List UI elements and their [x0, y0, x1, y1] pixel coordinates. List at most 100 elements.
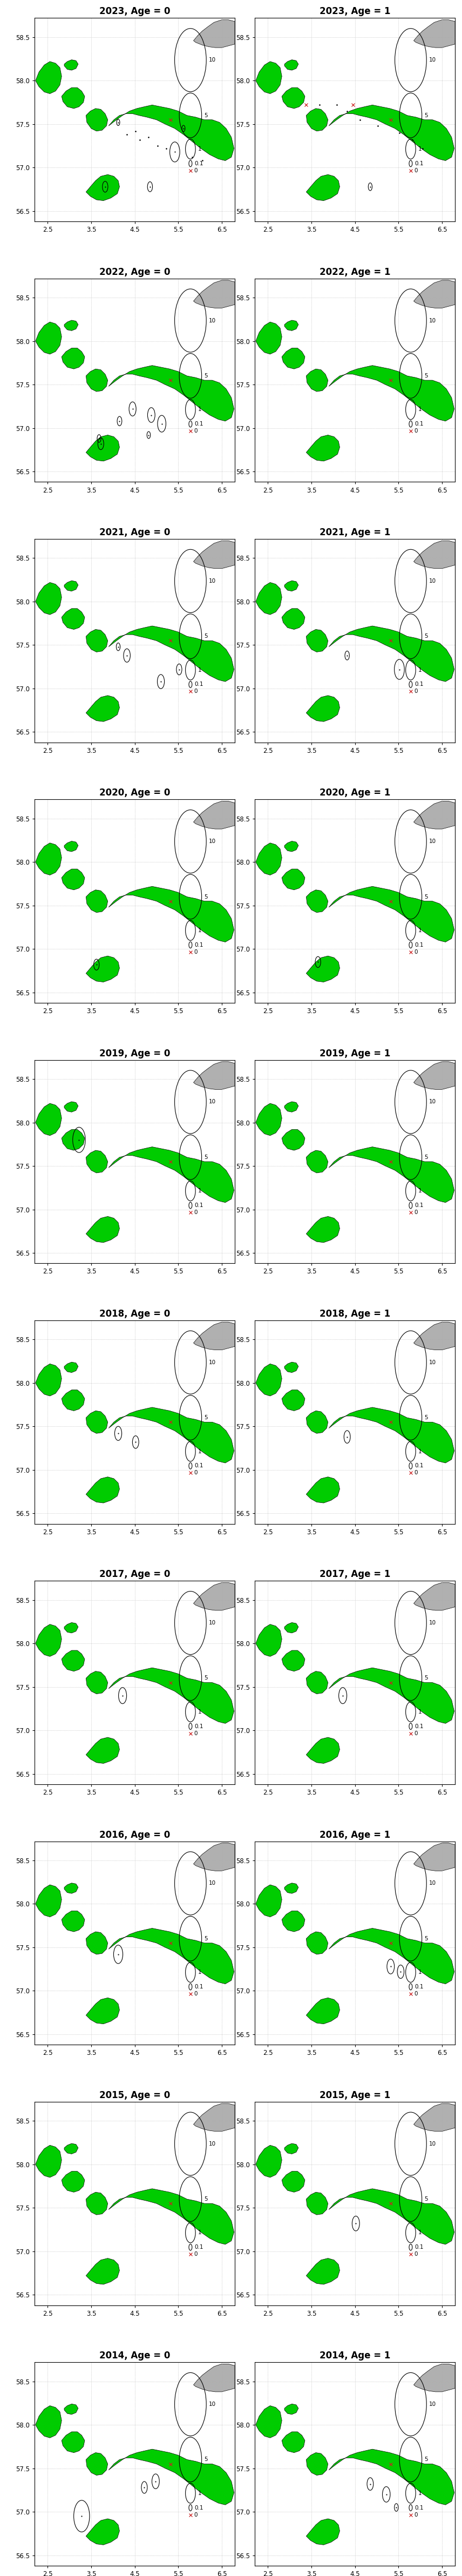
- Text: 10: 10: [429, 1880, 436, 1886]
- Polygon shape: [61, 868, 85, 889]
- Polygon shape: [282, 1911, 305, 1932]
- Text: 5: 5: [204, 1937, 208, 1942]
- Polygon shape: [64, 319, 78, 330]
- Text: 10: 10: [209, 1360, 216, 1365]
- Text: 10: 10: [429, 1620, 436, 1625]
- Polygon shape: [256, 1625, 282, 1656]
- Text: 0: 0: [194, 2251, 197, 2257]
- Text: 5: 5: [425, 374, 428, 379]
- Text: 1: 1: [418, 2491, 422, 2496]
- Polygon shape: [194, 21, 235, 46]
- Text: 1: 1: [418, 1448, 422, 1453]
- Text: 1: 1: [198, 1448, 201, 1453]
- Text: 5: 5: [425, 1154, 428, 1159]
- Title: 2022, Age = 0: 2022, Age = 0: [99, 268, 170, 276]
- Text: 0: 0: [194, 167, 197, 173]
- Polygon shape: [194, 541, 235, 569]
- Polygon shape: [306, 1216, 340, 1242]
- Polygon shape: [86, 1736, 120, 1765]
- Title: 2017, Age = 0: 2017, Age = 0: [99, 1569, 170, 1579]
- Polygon shape: [36, 1103, 61, 1136]
- Polygon shape: [414, 1061, 455, 1090]
- Polygon shape: [194, 2105, 235, 2130]
- Title: 2020, Age = 1: 2020, Age = 1: [320, 788, 390, 799]
- Text: 5: 5: [204, 374, 208, 379]
- Polygon shape: [61, 608, 85, 629]
- Polygon shape: [61, 88, 85, 108]
- Text: 0: 0: [414, 167, 418, 173]
- Polygon shape: [256, 62, 282, 93]
- Polygon shape: [109, 2190, 234, 2244]
- Polygon shape: [306, 2519, 340, 2545]
- Text: 10: 10: [429, 57, 436, 62]
- Polygon shape: [329, 366, 454, 420]
- Polygon shape: [306, 1476, 340, 1502]
- Polygon shape: [306, 629, 328, 652]
- Text: 0: 0: [194, 1211, 197, 1216]
- Polygon shape: [86, 2192, 108, 2215]
- Text: 0: 0: [414, 1211, 418, 1216]
- Text: 0: 0: [194, 951, 197, 956]
- Text: 10: 10: [429, 2401, 436, 2406]
- Polygon shape: [109, 106, 234, 160]
- Text: 0.1: 0.1: [415, 1984, 424, 1989]
- Text: 0.1: 0.1: [415, 1723, 424, 1728]
- Text: 1: 1: [418, 927, 422, 933]
- Text: 0: 0: [414, 1471, 418, 1476]
- Text: 5: 5: [425, 1674, 428, 1682]
- Text: 1: 1: [418, 1188, 422, 1193]
- Polygon shape: [86, 368, 108, 392]
- Polygon shape: [194, 1321, 235, 1350]
- Polygon shape: [256, 2146, 282, 2177]
- Polygon shape: [36, 1363, 61, 1396]
- Polygon shape: [61, 1911, 85, 1932]
- Text: 1: 1: [198, 407, 201, 412]
- Polygon shape: [86, 1672, 108, 1695]
- Text: 0: 0: [414, 951, 418, 956]
- Text: 0: 0: [194, 688, 197, 693]
- Polygon shape: [86, 2259, 120, 2285]
- Polygon shape: [64, 1623, 78, 1633]
- Polygon shape: [285, 59, 298, 70]
- Polygon shape: [282, 88, 305, 108]
- Polygon shape: [414, 2365, 455, 2391]
- Polygon shape: [256, 582, 282, 616]
- Polygon shape: [285, 580, 298, 590]
- Polygon shape: [64, 580, 78, 590]
- Polygon shape: [285, 319, 298, 330]
- Text: 0: 0: [414, 2251, 418, 2257]
- Polygon shape: [256, 842, 282, 876]
- Text: 0.1: 0.1: [195, 1984, 204, 1989]
- Text: 5: 5: [425, 894, 428, 899]
- Polygon shape: [36, 1625, 61, 1656]
- Text: 0.1: 0.1: [195, 160, 204, 167]
- Text: 5: 5: [425, 1414, 428, 1419]
- Polygon shape: [256, 1363, 282, 1396]
- Polygon shape: [61, 1128, 85, 1151]
- Polygon shape: [329, 1146, 454, 1203]
- Text: 1: 1: [198, 1188, 201, 1193]
- Polygon shape: [329, 1406, 454, 1463]
- Text: 5: 5: [204, 634, 208, 639]
- Polygon shape: [329, 106, 454, 160]
- Text: 0.1: 0.1: [195, 2244, 204, 2249]
- Text: 0.1: 0.1: [415, 683, 424, 688]
- Polygon shape: [61, 2432, 85, 2452]
- Polygon shape: [285, 2143, 298, 2154]
- Polygon shape: [36, 2146, 61, 2177]
- Polygon shape: [306, 1736, 340, 1765]
- Text: 0.1: 0.1: [415, 943, 424, 948]
- Polygon shape: [329, 1929, 454, 1984]
- Polygon shape: [36, 842, 61, 876]
- Polygon shape: [285, 842, 298, 853]
- Text: 1: 1: [418, 407, 422, 412]
- Polygon shape: [282, 2432, 305, 2452]
- Text: 0.1: 0.1: [415, 2244, 424, 2249]
- Polygon shape: [282, 1391, 305, 1412]
- Polygon shape: [86, 696, 120, 721]
- Polygon shape: [86, 889, 108, 912]
- Polygon shape: [61, 2172, 85, 2192]
- Polygon shape: [306, 368, 328, 392]
- Text: 0: 0: [414, 2512, 418, 2517]
- Text: 0.1: 0.1: [195, 422, 204, 428]
